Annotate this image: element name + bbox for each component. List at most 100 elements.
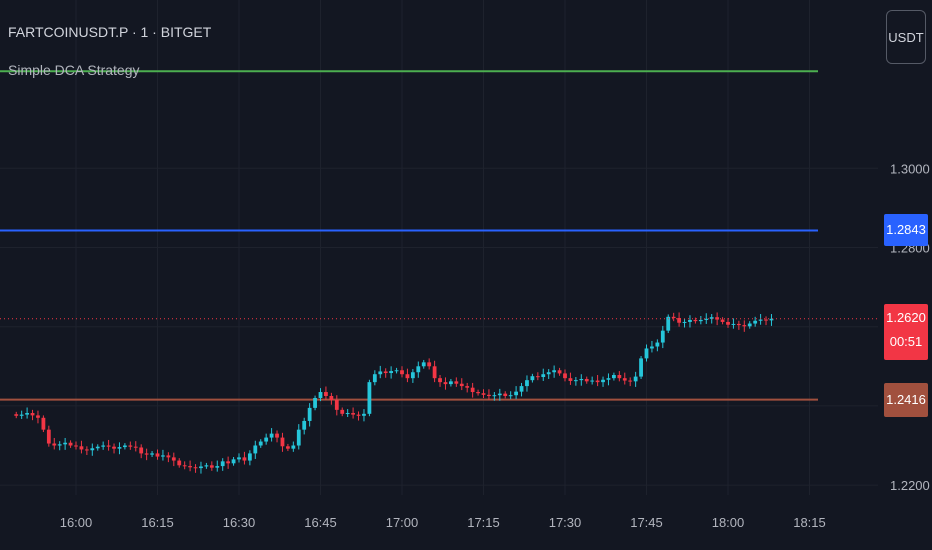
candle-body (573, 380, 578, 382)
currency-button[interactable]: USDT (886, 10, 926, 64)
candle-body (622, 378, 627, 381)
candle-body (693, 319, 698, 322)
candle-body (242, 457, 247, 461)
candle-body (519, 386, 524, 392)
candle-body (400, 370, 404, 375)
candle-body (650, 346, 654, 349)
candle-body (410, 372, 415, 379)
candle-body (492, 395, 497, 397)
candle-body (612, 375, 616, 379)
y-tick-label: 1.3000 (890, 161, 930, 176)
candle-body (63, 442, 68, 445)
x-tick-label: 17:00 (386, 515, 419, 530)
candle-body (378, 371, 383, 375)
candle-body (698, 319, 703, 322)
candle-body (226, 461, 231, 464)
candle-body (123, 445, 127, 448)
strategy-name[interactable]: Simple DCA Strategy (8, 62, 140, 78)
candle-body (318, 392, 323, 398)
candle-body (535, 376, 540, 378)
candle-body (427, 362, 432, 367)
candle-body (470, 387, 475, 393)
candle-body (476, 392, 480, 394)
x-tick-label: 18:00 (712, 515, 745, 530)
last-price-value: 1.2620 (886, 309, 926, 325)
candle-body (362, 413, 366, 416)
candle-body (296, 429, 301, 446)
candle-body (715, 317, 720, 320)
candle-body (682, 321, 687, 323)
candle-body (237, 457, 241, 460)
countdown-timer: 00:51 (889, 333, 923, 349)
candle-body (367, 382, 372, 414)
candle-body (79, 446, 84, 450)
candle-body (508, 395, 513, 397)
candle-body (106, 445, 111, 447)
candle-body (345, 413, 350, 415)
candle-body (541, 374, 546, 377)
candle-body (465, 386, 470, 388)
candle-body (731, 323, 736, 325)
candle-body (546, 372, 551, 375)
candle-body (329, 396, 334, 400)
candle-body (269, 433, 274, 438)
candle-body (525, 380, 529, 387)
candle-body (563, 373, 567, 379)
candle-body (688, 319, 692, 322)
candle-body (639, 358, 643, 377)
candle-body (497, 393, 502, 396)
candle-body (199, 466, 203, 469)
candle-body (41, 417, 46, 430)
candle-body (101, 445, 106, 447)
candle-body (389, 371, 394, 374)
candle-body (736, 323, 741, 326)
candle-body (677, 317, 681, 323)
candle-body (128, 445, 133, 447)
candle-body (764, 319, 768, 321)
candle-body (590, 380, 595, 382)
candle-body (193, 467, 198, 469)
candle-body (459, 383, 464, 387)
candle-body (74, 445, 78, 447)
candle-body (182, 465, 187, 467)
candle-body (258, 441, 263, 446)
candle-body (275, 433, 279, 438)
candle-body (557, 370, 562, 374)
candle-body (150, 453, 154, 455)
candle-body (264, 437, 269, 442)
y-tick-label: 1.2200 (890, 478, 930, 493)
candle-body (133, 446, 138, 448)
candle-body (514, 391, 518, 396)
x-tick-label: 17:30 (549, 515, 582, 530)
candle-body (617, 375, 622, 379)
candle-body (14, 414, 19, 416)
x-tick-label: 17:15 (467, 515, 500, 530)
candle-body (726, 321, 730, 325)
candle-body (231, 459, 236, 464)
candle-body (171, 457, 176, 461)
candle-body (438, 378, 442, 383)
candle-body (220, 461, 225, 467)
candle-body (313, 397, 317, 408)
candle-body (758, 319, 763, 321)
candle-body (628, 380, 633, 382)
candle-body (568, 378, 573, 381)
candle-body (769, 318, 774, 321)
candle-body (351, 413, 355, 415)
candle-body (117, 447, 122, 449)
candle-body (19, 414, 24, 416)
candle-body (394, 370, 399, 372)
average-entry-price-badge: 1.2843 (884, 214, 928, 247)
candle-body (188, 466, 192, 468)
candle-body (579, 378, 584, 381)
candle-body (753, 320, 758, 324)
candle-body (334, 399, 339, 410)
candle-body (720, 319, 725, 322)
candle-body (302, 420, 307, 430)
candle-body (584, 378, 589, 382)
candle-body (530, 376, 535, 381)
candle-body (204, 465, 209, 467)
candle-body (286, 446, 290, 449)
